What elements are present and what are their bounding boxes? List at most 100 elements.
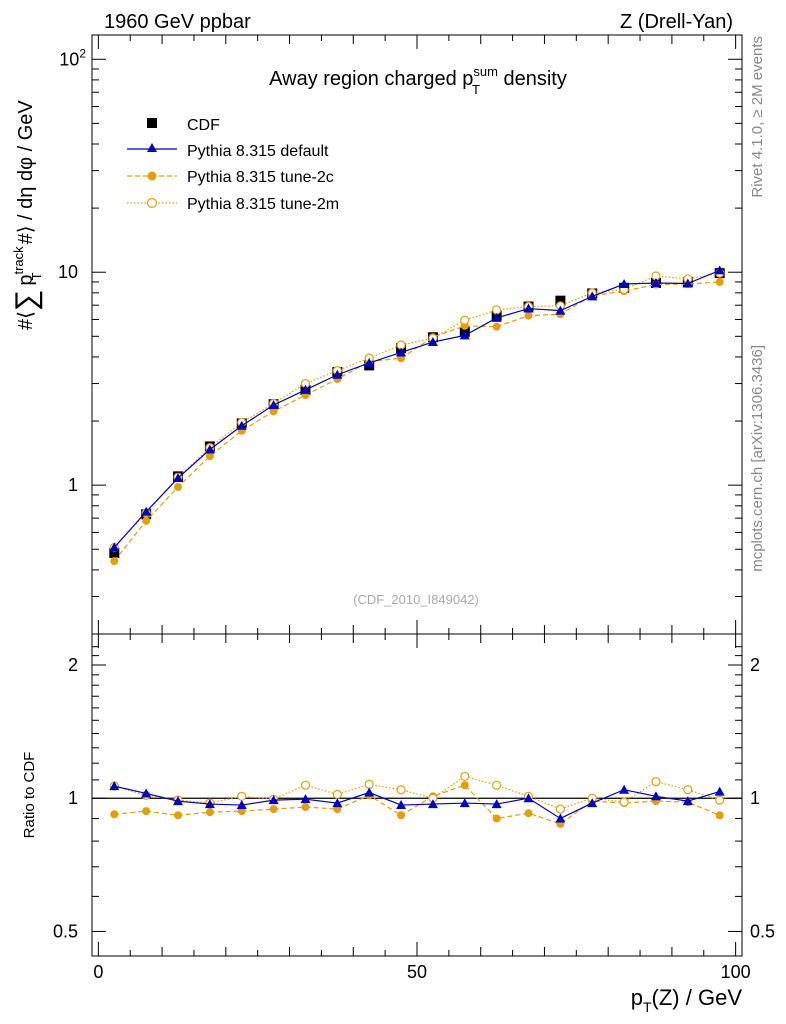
data-point	[651, 777, 661, 787]
data-point	[715, 277, 724, 286]
data-point	[491, 799, 502, 809]
data-point	[555, 295, 566, 306]
data-point	[683, 785, 693, 795]
data-point	[141, 506, 152, 516]
series-line	[114, 784, 720, 825]
data-point	[301, 803, 310, 812]
data-point	[714, 786, 725, 796]
data-point	[109, 542, 120, 552]
data-point	[174, 811, 183, 820]
ratio-y-tick-label-right: 2	[750, 655, 760, 675]
series-pythia-8-315-tune-2m	[109, 268, 725, 553]
ratio-axis-ticks: 0.5 0.5 1 1 2 2	[53, 646, 775, 941]
legend-marker-tune2c	[147, 171, 157, 181]
data-point	[523, 793, 534, 803]
data-point	[587, 291, 598, 301]
data-point	[460, 315, 470, 325]
data-point	[619, 279, 630, 289]
data-point	[650, 277, 661, 287]
data-point	[110, 810, 119, 819]
data-point	[268, 399, 279, 409]
main-axis-ticks: 1 10 102 0 50 100	[58, 35, 751, 982]
main-y-axis-label: #⟨∑ptrackT#⟩ / dη dφ / GeV	[10, 100, 44, 330]
data-point	[300, 384, 311, 394]
data-point	[459, 798, 470, 808]
data-point	[364, 787, 375, 797]
series-line	[113, 272, 720, 548]
data-point	[269, 407, 278, 416]
main-y-tick-label: 10	[58, 262, 78, 282]
series-cdf	[109, 268, 725, 559]
data-point	[460, 781, 469, 790]
data-point	[492, 780, 502, 790]
x-tick-label: 50	[407, 962, 427, 982]
ratio-y-tick-label-left: 0.5	[53, 921, 78, 941]
x-tick-label: 0	[93, 962, 103, 982]
data-point	[396, 800, 407, 810]
data-point	[141, 788, 152, 798]
data-point	[205, 452, 214, 461]
data-point	[237, 791, 247, 801]
series-pythia-8-315-tune-2m	[109, 771, 725, 814]
legend-marker-tune2m	[146, 197, 158, 209]
data-point	[459, 330, 470, 340]
data-point	[492, 322, 501, 331]
main-y-tick-label: 1	[68, 475, 78, 495]
data-point	[300, 780, 311, 790]
data-point	[364, 357, 375, 367]
x-tick-label: 100	[721, 962, 751, 982]
series-pythia-8-315-default	[109, 781, 725, 823]
data-point	[174, 483, 183, 492]
data-point	[714, 265, 725, 275]
legend: CDF Pythia 8.315 default Pythia 8.315 tu…	[127, 117, 339, 213]
data-point	[268, 795, 279, 805]
data-point	[460, 771, 470, 782]
ratio-y-axis-label: Ratio to CDF	[21, 752, 38, 839]
main-y-tick-label: 102	[59, 46, 86, 69]
y-label: #⟨∑ptrackT#⟩ / dη dφ / GeV	[10, 100, 44, 330]
data-point	[142, 807, 151, 816]
mcplots-label: mcplots.cern.ch [arXiv:1306.3436]	[749, 345, 766, 572]
data-point	[173, 796, 184, 806]
series-pythia-8-315-tune-2c	[110, 277, 724, 566]
data-point	[523, 303, 534, 313]
header-energy: 1960 GeV ppbar	[104, 11, 251, 33]
data-point	[332, 789, 342, 800]
ratio-plot-frame	[91, 633, 743, 957]
series-line	[114, 785, 720, 820]
data-point	[682, 278, 693, 288]
data-point	[682, 796, 693, 806]
data-point	[396, 785, 406, 795]
data-point	[173, 473, 184, 483]
data-point	[397, 811, 406, 820]
data-point	[715, 811, 724, 820]
legend-label-tune2m: Pythia 8.315 tune-2m	[187, 196, 339, 213]
rivet-version-label: Rivet 4.1.0, ≥ 2M events	[749, 36, 766, 198]
data-point	[205, 808, 214, 817]
data-point	[491, 312, 502, 322]
ratio-y-tick-label-left: 1	[68, 788, 78, 808]
series-pythia-8-315-default	[109, 265, 725, 552]
data-point	[555, 804, 565, 814]
data-point	[587, 798, 598, 808]
legend-label-cdf: CDF	[187, 117, 220, 134]
series-line	[113, 269, 720, 548]
legend-label-default: Pythia 8.315 default	[187, 143, 329, 160]
data-point	[300, 794, 311, 804]
data-point	[555, 305, 566, 315]
data-point	[619, 797, 629, 807]
data-point	[236, 800, 247, 810]
data-point	[619, 784, 630, 794]
main-title: Away region charged psum T density	[269, 64, 567, 97]
data-point	[269, 805, 278, 814]
data-point	[715, 795, 725, 805]
data-point	[110, 557, 119, 566]
data-point	[332, 798, 343, 808]
data-point	[109, 781, 120, 791]
data-point	[236, 420, 247, 430]
data-point	[332, 369, 343, 379]
series-line	[114, 775, 720, 810]
data-point	[333, 805, 342, 814]
data-point	[555, 813, 566, 823]
